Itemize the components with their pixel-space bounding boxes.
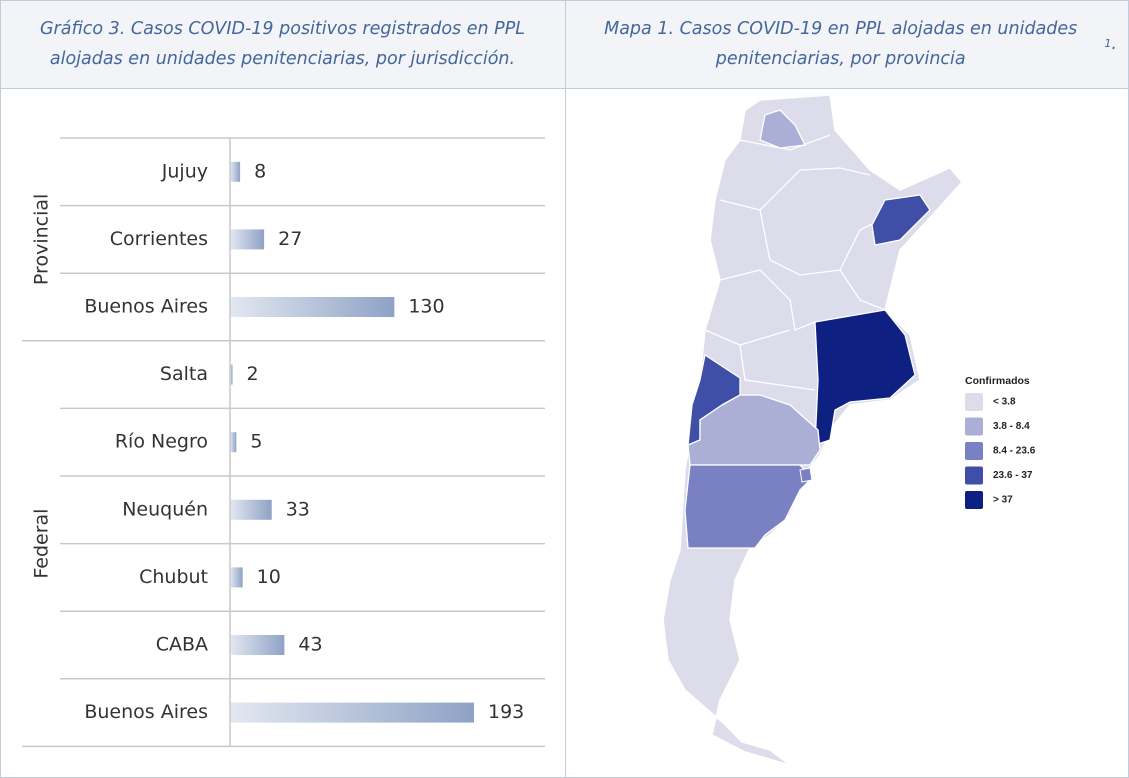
value-label: 33	[286, 498, 310, 520]
value-label: 130	[408, 296, 444, 318]
bar	[230, 635, 285, 655]
category-label: Neuquén	[122, 498, 208, 520]
category-label: Chubut	[139, 566, 208, 588]
legend-label: 3.8 - 8.4	[993, 421, 1030, 432]
category-label: Río Negro	[115, 431, 208, 453]
bar	[230, 567, 243, 588]
category-label: Buenos Aires	[84, 296, 208, 318]
legend-swatch	[965, 417, 983, 436]
map: Confirmados < 3.8 3.8 - 8.4 8.4 - 23.6 23.6 …	[662, 94, 1036, 766]
map-title-text: Mapa 1. Casos COVID-19 en PPL alojadas e…	[604, 19, 1078, 69]
bar	[230, 702, 474, 723]
bar	[230, 297, 395, 317]
legend-label: 8.4 - 23.6	[993, 446, 1036, 457]
value-label: 43	[298, 634, 322, 656]
category-label: Salta	[160, 363, 208, 385]
map-title-end: .	[1111, 34, 1117, 54]
category-label: Jujuy	[161, 160, 208, 182]
legend-label: < 3.8	[993, 397, 1016, 408]
bar	[230, 229, 265, 250]
value-label: 10	[257, 566, 281, 588]
legend-title: Confirmados	[965, 375, 1030, 387]
bar	[230, 364, 233, 385]
value-label: 2	[247, 363, 259, 385]
legend-swatch	[965, 393, 983, 411]
category-label: CABA	[156, 634, 208, 656]
bar	[230, 161, 241, 182]
category-label: Corrientes	[110, 228, 208, 250]
chart-title: Gráfico 3. Casos COVID-19 positivos regi…	[0, 0, 565, 88]
value-label: 193	[488, 701, 524, 723]
map-title: Mapa 1. Casos COVID-19 en PPL alojadas e…	[565, 0, 1129, 88]
legend-swatch	[965, 442, 983, 460]
province	[814, 309, 916, 446]
group-label: Provincial	[31, 194, 53, 285]
category-label: Buenos Aires	[84, 701, 208, 723]
province	[687, 394, 821, 466]
value-label: 8	[254, 160, 266, 182]
bar	[230, 499, 272, 520]
bar-chart: Jujuy 8 Corrientes 27 Buenos Aires 130 Provinc…	[22, 137, 545, 748]
legend-label: > 37	[993, 495, 1013, 506]
province	[799, 467, 813, 483]
legend-swatch	[965, 491, 983, 509]
bar	[230, 432, 237, 453]
province	[759, 109, 806, 149]
province-borders	[704, 134, 886, 701]
value-label: 27	[278, 228, 302, 250]
value-label: 5	[250, 431, 262, 453]
group-label: Federal	[31, 509, 53, 579]
legend-label: 23.6 - 37	[993, 470, 1033, 481]
legend-swatch	[965, 466, 983, 485]
province	[871, 194, 931, 246]
